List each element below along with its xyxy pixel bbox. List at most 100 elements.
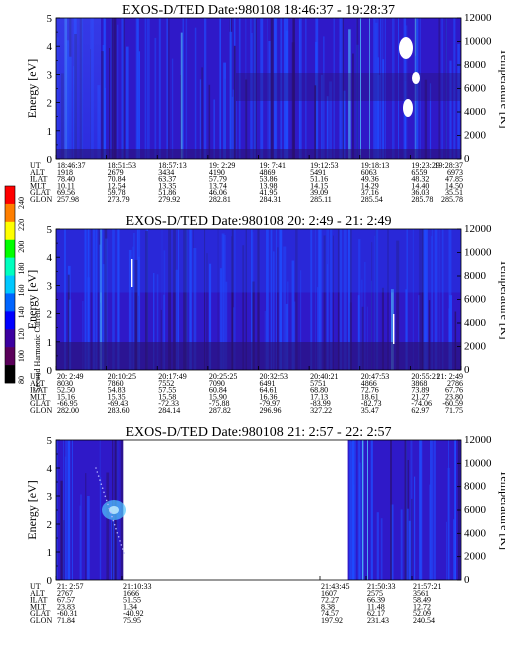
heatmap-streak (323, 235, 326, 370)
heatmap-dot (108, 507, 111, 510)
heatmap-streak (122, 18, 124, 159)
ephemeris-cell: 4866 (361, 379, 377, 388)
panel-title: EXOS-D/TED Date:980108 21: 2:57 - 22: 2:… (126, 425, 392, 440)
heatmap-streak (330, 229, 333, 370)
ephemeris-cell: -72.33 (158, 399, 179, 408)
heatmap-dot (117, 536, 120, 538)
heatmap-streak (298, 18, 302, 159)
ephemeris-cell: 21: 2:57 (57, 582, 83, 591)
heatmap-streak (390, 504, 394, 580)
heatmap-streak (352, 53, 354, 159)
heatmap-streak (280, 229, 283, 370)
panel-1: EXOS-D/TED Date:980108 18:46:37 - 19:28:… (25, 3, 505, 204)
ephemeris-row-label: ILAT (30, 175, 47, 184)
ephemeris-cell: 7860 (108, 379, 124, 388)
ephemeris-cell: 4869 (260, 168, 276, 177)
heatmap-streak (223, 62, 226, 159)
heatmap-streak (430, 440, 433, 580)
ephemeris-cell: 15.90 (209, 392, 227, 401)
heatmap-bright-region (56, 18, 101, 159)
heatmap-streak (251, 32, 253, 159)
ephemeris-cell: 6973 (447, 168, 463, 177)
heatmap-streak (398, 18, 399, 159)
heatmap-streak (103, 18, 107, 159)
heatmap-dot (113, 523, 116, 526)
ephemeris-cell: 8.38 (321, 602, 335, 611)
y-tick-label: 0 (47, 575, 53, 587)
heatmap-dot (101, 487, 104, 490)
heatmap-streak (448, 440, 449, 580)
ephemeris-cell: 51.86 (158, 188, 176, 197)
ephemeris-cell: 71.84 (57, 616, 75, 625)
ephemeris-cell: 18:57:13 (158, 161, 186, 170)
ephemeris-cell: 17.13 (310, 392, 328, 401)
ephemeris-row-label: ALT (30, 379, 45, 388)
heatmap-streak (185, 18, 188, 159)
ephemeris-cell: 279.92 (158, 195, 180, 204)
heatmap-streak (223, 235, 226, 370)
ephemeris-row-label: MLT (30, 602, 46, 611)
heatmap-streak (425, 229, 428, 370)
heatmap-streak (101, 229, 104, 370)
ephemeris-cell: 197.92 (321, 616, 343, 625)
heatmap-streak (79, 505, 82, 580)
heatmap-streak (292, 18, 295, 159)
colorbar-tick-label: 100 (17, 350, 26, 362)
ephemeris-cell: 18:51:53 (108, 161, 136, 170)
heatmap-streak (377, 57, 380, 159)
heatmap-streak (438, 229, 440, 370)
ephemeris-cell: 327.22 (310, 406, 332, 415)
y-tick-label: 5 (47, 435, 53, 447)
heatmap-streak (168, 229, 171, 370)
y2-tick-label: 2000 (464, 130, 487, 142)
ephemeris-cell: 21.27 (411, 392, 429, 401)
ephemeris-cell: 1.34 (123, 602, 137, 611)
heatmap-dot (119, 540, 121, 542)
heatmap-streak (287, 281, 289, 370)
heatmap-streak (112, 229, 115, 370)
heatmap-streak (100, 477, 102, 580)
heatmap-streak (209, 263, 212, 370)
ephemeris-cell: 11.48 (367, 602, 385, 611)
ephemeris-cell: 74.57 (321, 609, 339, 618)
heatmap-streak (136, 18, 139, 159)
heatmap-streak (384, 18, 386, 159)
heatmap-streak (419, 18, 421, 159)
heatmap-dot (103, 491, 105, 494)
heatmap-streak (416, 18, 419, 159)
colorbar-swatch (5, 239, 15, 258)
heatmap-streak (276, 229, 277, 370)
y-tick-label: 2 (47, 519, 53, 531)
heatmap-streak (390, 440, 392, 580)
heatmap-streak (453, 519, 455, 580)
heatmap-streak (175, 269, 179, 370)
ephemeris-cell: 67.57 (57, 596, 75, 605)
heatmap-streak (253, 18, 256, 159)
ephemeris-cell: 8030 (57, 379, 73, 388)
y2-tick-label: 4000 (464, 106, 487, 118)
ephemeris-row-label: GLAT (30, 609, 51, 618)
heatmap-streak (329, 81, 332, 159)
heatmap-dot (116, 532, 119, 534)
y-tick-label: 0 (47, 365, 53, 377)
heatmap-streak (117, 24, 119, 159)
heatmap-streak (173, 229, 176, 370)
ephemeris-row-label: GLON (30, 406, 52, 415)
heatmap-streak (132, 246, 134, 370)
heatmap-streak (340, 18, 343, 159)
heatmap-streak (374, 235, 376, 370)
heatmap-streak (428, 300, 431, 370)
ephemeris-cell: 19:18:13 (361, 161, 389, 170)
colorbar-swatch (5, 186, 15, 205)
ephemeris-cell: -60.31 (57, 609, 78, 618)
heatmap-streak (233, 307, 235, 370)
ephemeris-cell: 2786 (447, 379, 463, 388)
ephemeris-cell: 52.50 (57, 386, 75, 395)
heatmap-streak (221, 233, 225, 370)
ephemeris-cell: 14.15 (310, 181, 328, 190)
ephemeris-cell: 51.55 (123, 596, 141, 605)
heatmap-streak (339, 18, 341, 159)
heatmap-streak (163, 294, 165, 370)
heatmap-streak (283, 18, 287, 159)
heatmap-streak (264, 311, 266, 370)
